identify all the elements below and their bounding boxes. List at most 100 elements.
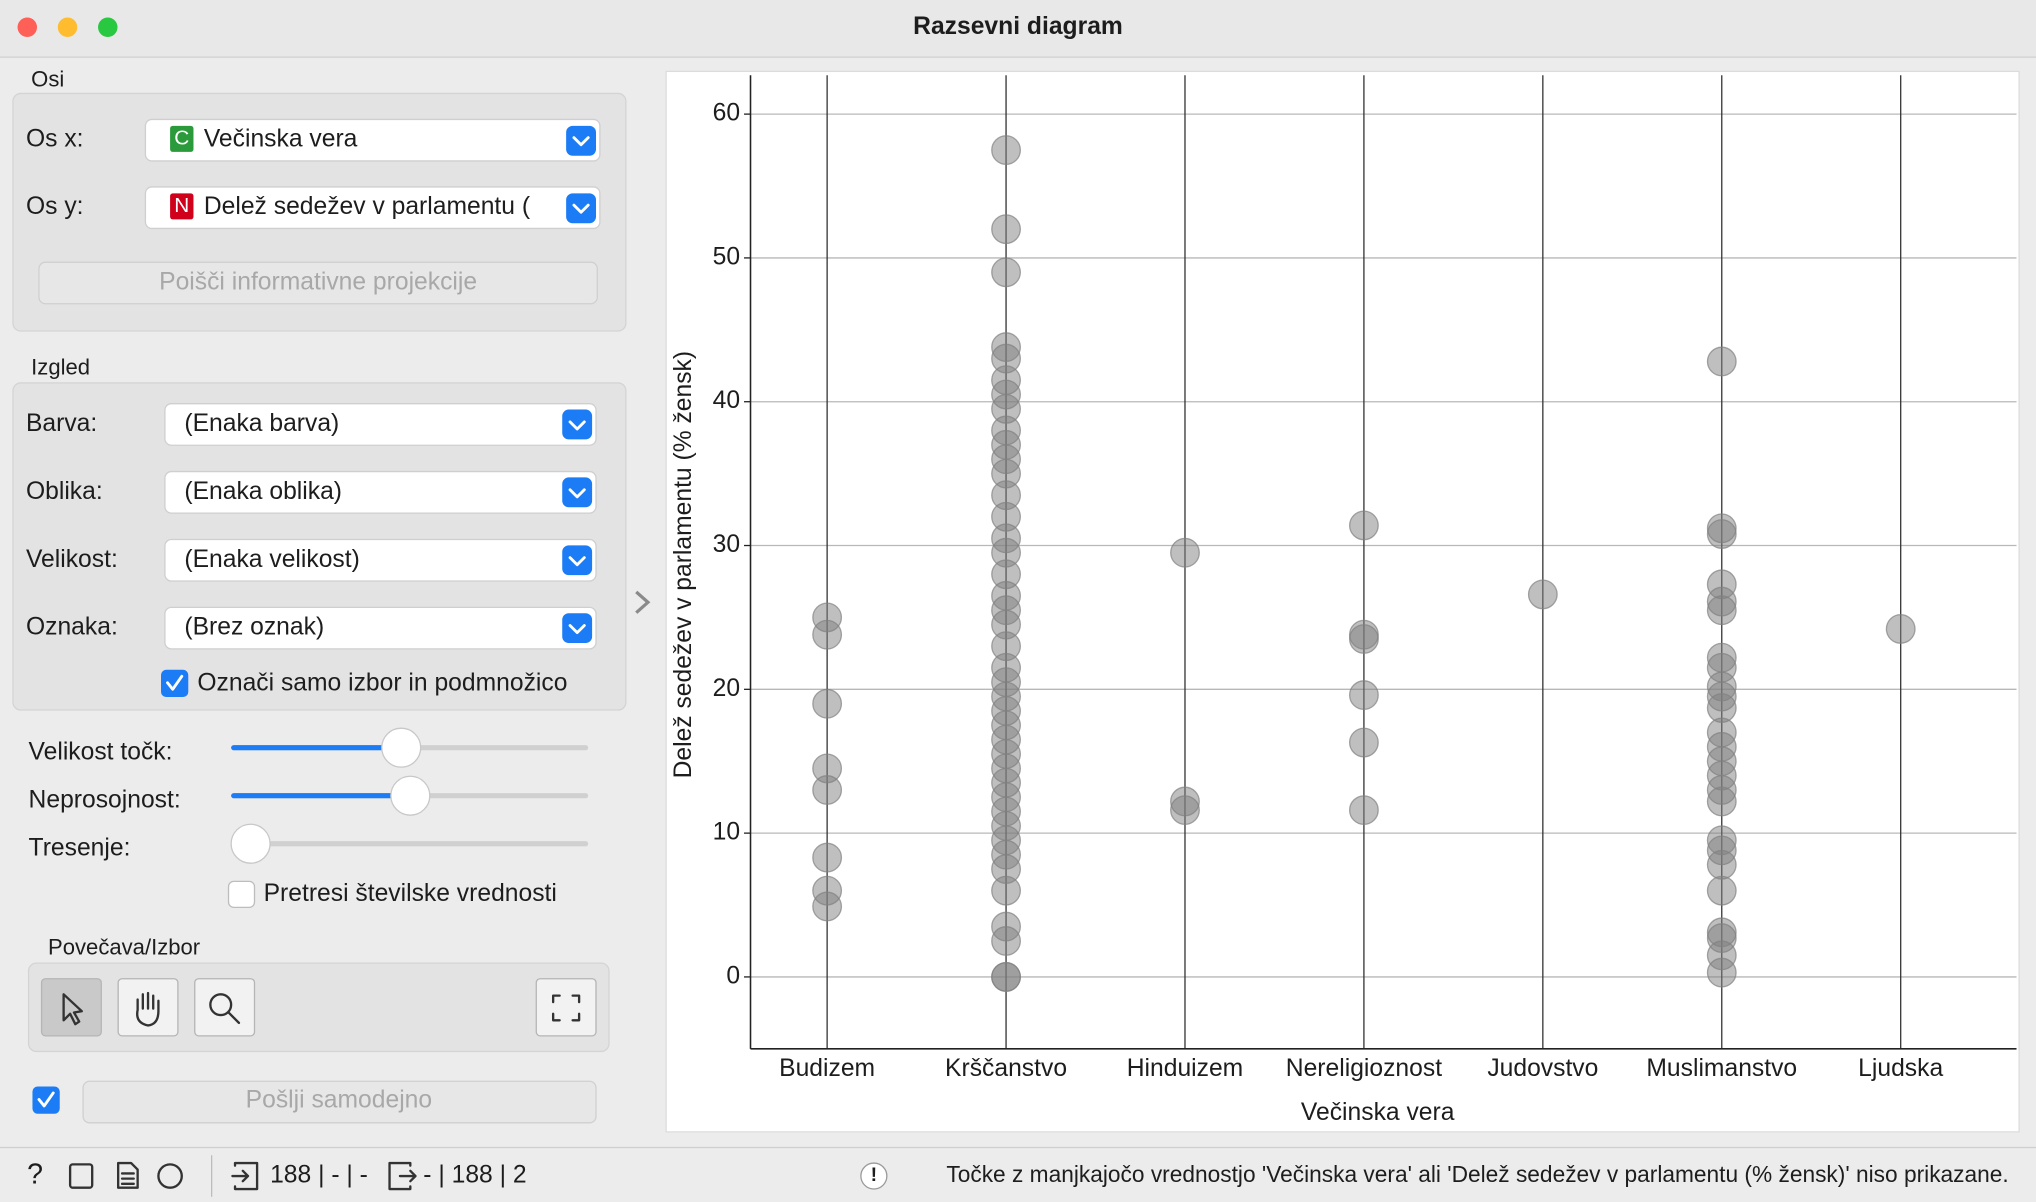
point [1348,510,1379,541]
chevron [572,203,590,214]
checkbox[interactable] [161,669,189,698]
button-label: Poišči informativne projekcije [159,268,477,295]
hand-icon [136,991,160,1027]
combo-value: (Enaka barva) [184,410,339,437]
row-label: Oznaka: [26,614,118,641]
chevron [568,556,586,567]
dropdown-arrow[interactable] [562,477,593,508]
plot-background [665,70,2020,1133]
appearance-rows: Barva: (Enaka barva) Oblika: (Enaka oblika)… [26,403,597,650]
reset-zoom[interactable] [535,978,597,1037]
input-summary: 188 | - | - [270,1162,368,1189]
x-tick-label: Nereligioznost [1286,1055,1442,1082]
point [1348,727,1379,758]
point [991,875,1021,906]
slider-fill [231,745,402,751]
check-mark [166,674,184,691]
point [812,842,843,873]
zoom-tool[interactable] [194,978,256,1037]
slider[interactable] [230,823,589,864]
y-axis-label: Os y: [26,193,84,220]
y-tick-label: 60 [713,100,740,127]
title-bar [0,0,2036,58]
slider-label: Neprosojnost: [29,786,181,813]
send-button[interactable] [82,1080,597,1124]
window-title: Razsevni diagram [913,13,1123,40]
x-tick-label: Hinduizem [1127,1055,1244,1082]
point [1706,786,1737,817]
point [1706,957,1737,988]
point [1348,795,1379,826]
pointer-icon [62,993,83,1026]
point [1706,849,1737,880]
combo-box[interactable] [164,403,597,446]
y-tick-label: 30 [713,531,740,558]
slider-knob[interactable] [230,823,271,864]
x-tick-label: Budizem [779,1055,875,1082]
x-tick-label: Krščanstvo [945,1055,1067,1082]
combo-value: (Enaka velikost) [184,546,359,573]
maximize-button[interactable] [98,17,118,37]
auto-send-checkbox[interactable] [32,1086,60,1114]
point [812,619,843,650]
point [1170,795,1200,826]
point [991,926,1021,956]
zoom-box [27,962,610,1053]
slider-knob[interactable] [381,727,422,768]
chevron [568,488,586,499]
x-axis-title: Večinska vera [1301,1099,1455,1126]
report-icon[interactable] [116,1161,139,1189]
slider[interactable] [231,775,589,816]
save-icon[interactable] [68,1163,94,1189]
y-tick-label: 10 [713,819,740,846]
point [812,775,843,805]
dropdown-arrow[interactable] [562,545,593,576]
combo-box[interactable] [164,470,597,514]
slider[interactable] [231,727,589,768]
point [812,891,843,922]
palette-icon[interactable] [157,1163,183,1189]
point [1706,519,1737,549]
point [1885,613,1916,644]
x-tick-label: Ljudska [1858,1055,1943,1082]
combo-box[interactable] [164,538,597,582]
point [1348,680,1379,711]
dropdown-arrow[interactable] [566,125,596,156]
combo-value: (Enaka oblika) [184,478,342,505]
minimize-button[interactable] [57,17,78,37]
slider-knob[interactable] [390,775,431,816]
warning-message: Točke z manjkajočo vrednostjo 'Večinska … [946,1161,2008,1187]
row-label: Oblika: [26,478,103,505]
help-icon[interactable]: ? [27,1159,43,1191]
point [991,214,1021,245]
combo-box[interactable] [164,606,597,650]
row-label: Barva: [26,410,97,437]
dropdown-arrow[interactable] [562,613,593,644]
point [1706,875,1737,906]
check-mark [37,1091,55,1108]
point [812,688,843,719]
y-tick-label: 0 [726,962,740,989]
point [991,135,1021,165]
chevron [572,136,590,147]
badge-text: C [174,126,189,149]
checkbox[interactable] [227,880,256,908]
close-button[interactable] [17,17,38,37]
y-axis-title: Delež sedežev v parlamentu (% žensk) [670,351,697,778]
numeric-badge [170,193,194,220]
section-title: Povečava/Izbor [48,935,200,960]
collapse-arrow[interactable] [635,590,651,614]
section-title: Izgled [31,354,90,379]
y-axis-combo[interactable] [144,186,601,230]
x-axis-combo[interactable] [144,118,601,162]
y-axis-value: Delež sedežev v parlamentu ( [204,193,531,220]
dropdown-arrow[interactable] [566,193,596,224]
slider-track [231,841,589,847]
dropdown-arrow[interactable] [562,409,593,440]
y-tick-label: 50 [713,243,740,270]
find-projections-button[interactable] [38,261,598,305]
y-tick-label: 40 [713,387,740,414]
x-tick-label: Judovstvo [1487,1055,1598,1082]
select-tool[interactable] [40,978,102,1037]
